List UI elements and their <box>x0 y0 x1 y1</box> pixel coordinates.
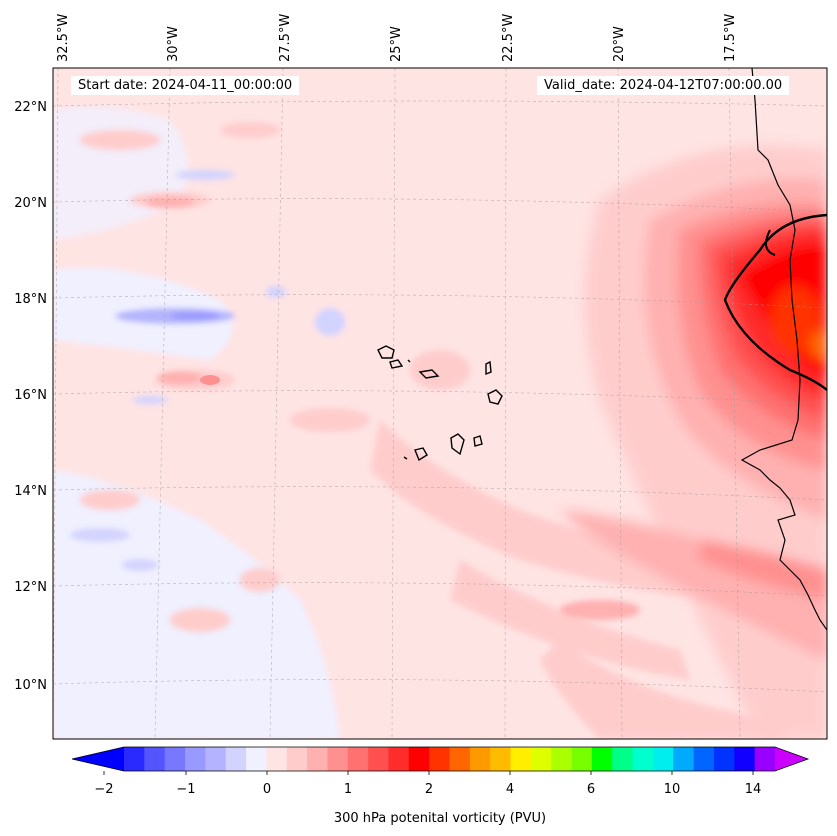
colorbar-segment <box>510 747 532 771</box>
lon-label: 27.5°W <box>278 14 293 62</box>
colorbar-segment <box>286 747 308 771</box>
colorbar-segment <box>754 747 776 771</box>
colorbar-segment <box>144 747 166 771</box>
colorbar-segment <box>185 747 206 771</box>
colorbar-segment <box>490 747 512 771</box>
lat-label: 20°N <box>14 196 47 211</box>
lon-label: 22.5°W <box>501 14 516 62</box>
colorbar-segment <box>307 747 328 771</box>
lat-label: 18°N <box>14 292 47 307</box>
lon-label: 30°W <box>166 26 181 62</box>
lon-label: 25°W <box>389 26 404 62</box>
colorbar-segment <box>205 747 227 771</box>
lat-label: 12°N <box>14 580 47 595</box>
colorbar-segment <box>347 747 369 771</box>
colorbar-segment <box>734 747 756 771</box>
colorbar-segment <box>632 747 654 771</box>
pv-contour-field <box>53 68 827 739</box>
colorbar-segment <box>612 747 634 771</box>
colorbar-segment <box>591 747 613 771</box>
valid-date-label: Valid_date: 2024-04-12T07:00:00.00 <box>537 76 790 95</box>
colorbar-extend-max <box>775 747 808 771</box>
colorbar-segment <box>449 747 471 771</box>
africa-coastline <box>740 68 827 631</box>
cbar-tick-label: 4 <box>506 782 514 797</box>
colorbar-tick-labels: −2 −1 0 1 2 4 6 10 14 <box>94 782 761 797</box>
colorbar-segment <box>713 747 735 771</box>
colorbar <box>71 746 810 775</box>
colorbar-extend-min <box>72 747 124 771</box>
cbar-tick-label: 2 <box>425 782 433 797</box>
cbar-tick-label: 1 <box>344 782 352 797</box>
cbar-tick-label: 0 <box>263 782 271 797</box>
lat-label: 16°N <box>14 388 47 403</box>
colorbar-segment <box>124 747 145 771</box>
lat-label: 22°N <box>14 100 47 115</box>
colorbar-segment <box>246 747 267 771</box>
colorbar-segment <box>429 747 450 771</box>
start-date-label: Start date: 2024-04-11_00:00:00 <box>71 76 300 95</box>
colorbar-outline <box>71 746 810 772</box>
cape-verde-islands <box>377 345 503 462</box>
colorbar-title: 300 hPa potenital vorticity (PVU) <box>334 811 546 826</box>
colorbar-segment <box>388 747 410 771</box>
map-gridlines <box>53 68 827 739</box>
latitude-labels: 22°N 20°N 18°N 16°N 14°N 12°N 10°N <box>14 100 47 693</box>
lon-label: 20°W <box>612 26 627 62</box>
colorbar-segment <box>530 747 552 771</box>
longitude-labels: 32.5°W 30°W 27.5°W 25°W 22.5°W 20°W 17.5… <box>56 14 738 62</box>
map-frame <box>52 67 828 740</box>
colorbar-segment <box>225 747 247 771</box>
colorbar-segment <box>571 747 593 771</box>
colorbar-segment <box>164 747 186 771</box>
colorbar-segment <box>673 747 695 771</box>
colorbar-segment <box>469 747 491 771</box>
colorbar-segment <box>327 747 349 771</box>
colorbar-segment <box>693 747 715 771</box>
colorbar-segment <box>408 747 430 771</box>
colorbar-segment <box>652 747 674 771</box>
cbar-tick-label: 6 <box>587 782 595 797</box>
colorbar-segment <box>551 747 573 771</box>
colorbar-segment <box>368 747 389 771</box>
lon-label: 32.5°W <box>56 14 71 62</box>
lat-label: 10°N <box>14 678 47 693</box>
cbar-tick-label: 10 <box>664 782 681 797</box>
lon-label: 17.5°W <box>723 14 738 62</box>
cbar-tick-label: −2 <box>94 782 113 797</box>
pv-contour-line <box>723 213 827 391</box>
cbar-tick-label: −1 <box>176 782 195 797</box>
colorbar-segment <box>266 747 288 771</box>
lat-label: 14°N <box>14 484 47 499</box>
cbar-tick-label: 14 <box>745 782 762 797</box>
